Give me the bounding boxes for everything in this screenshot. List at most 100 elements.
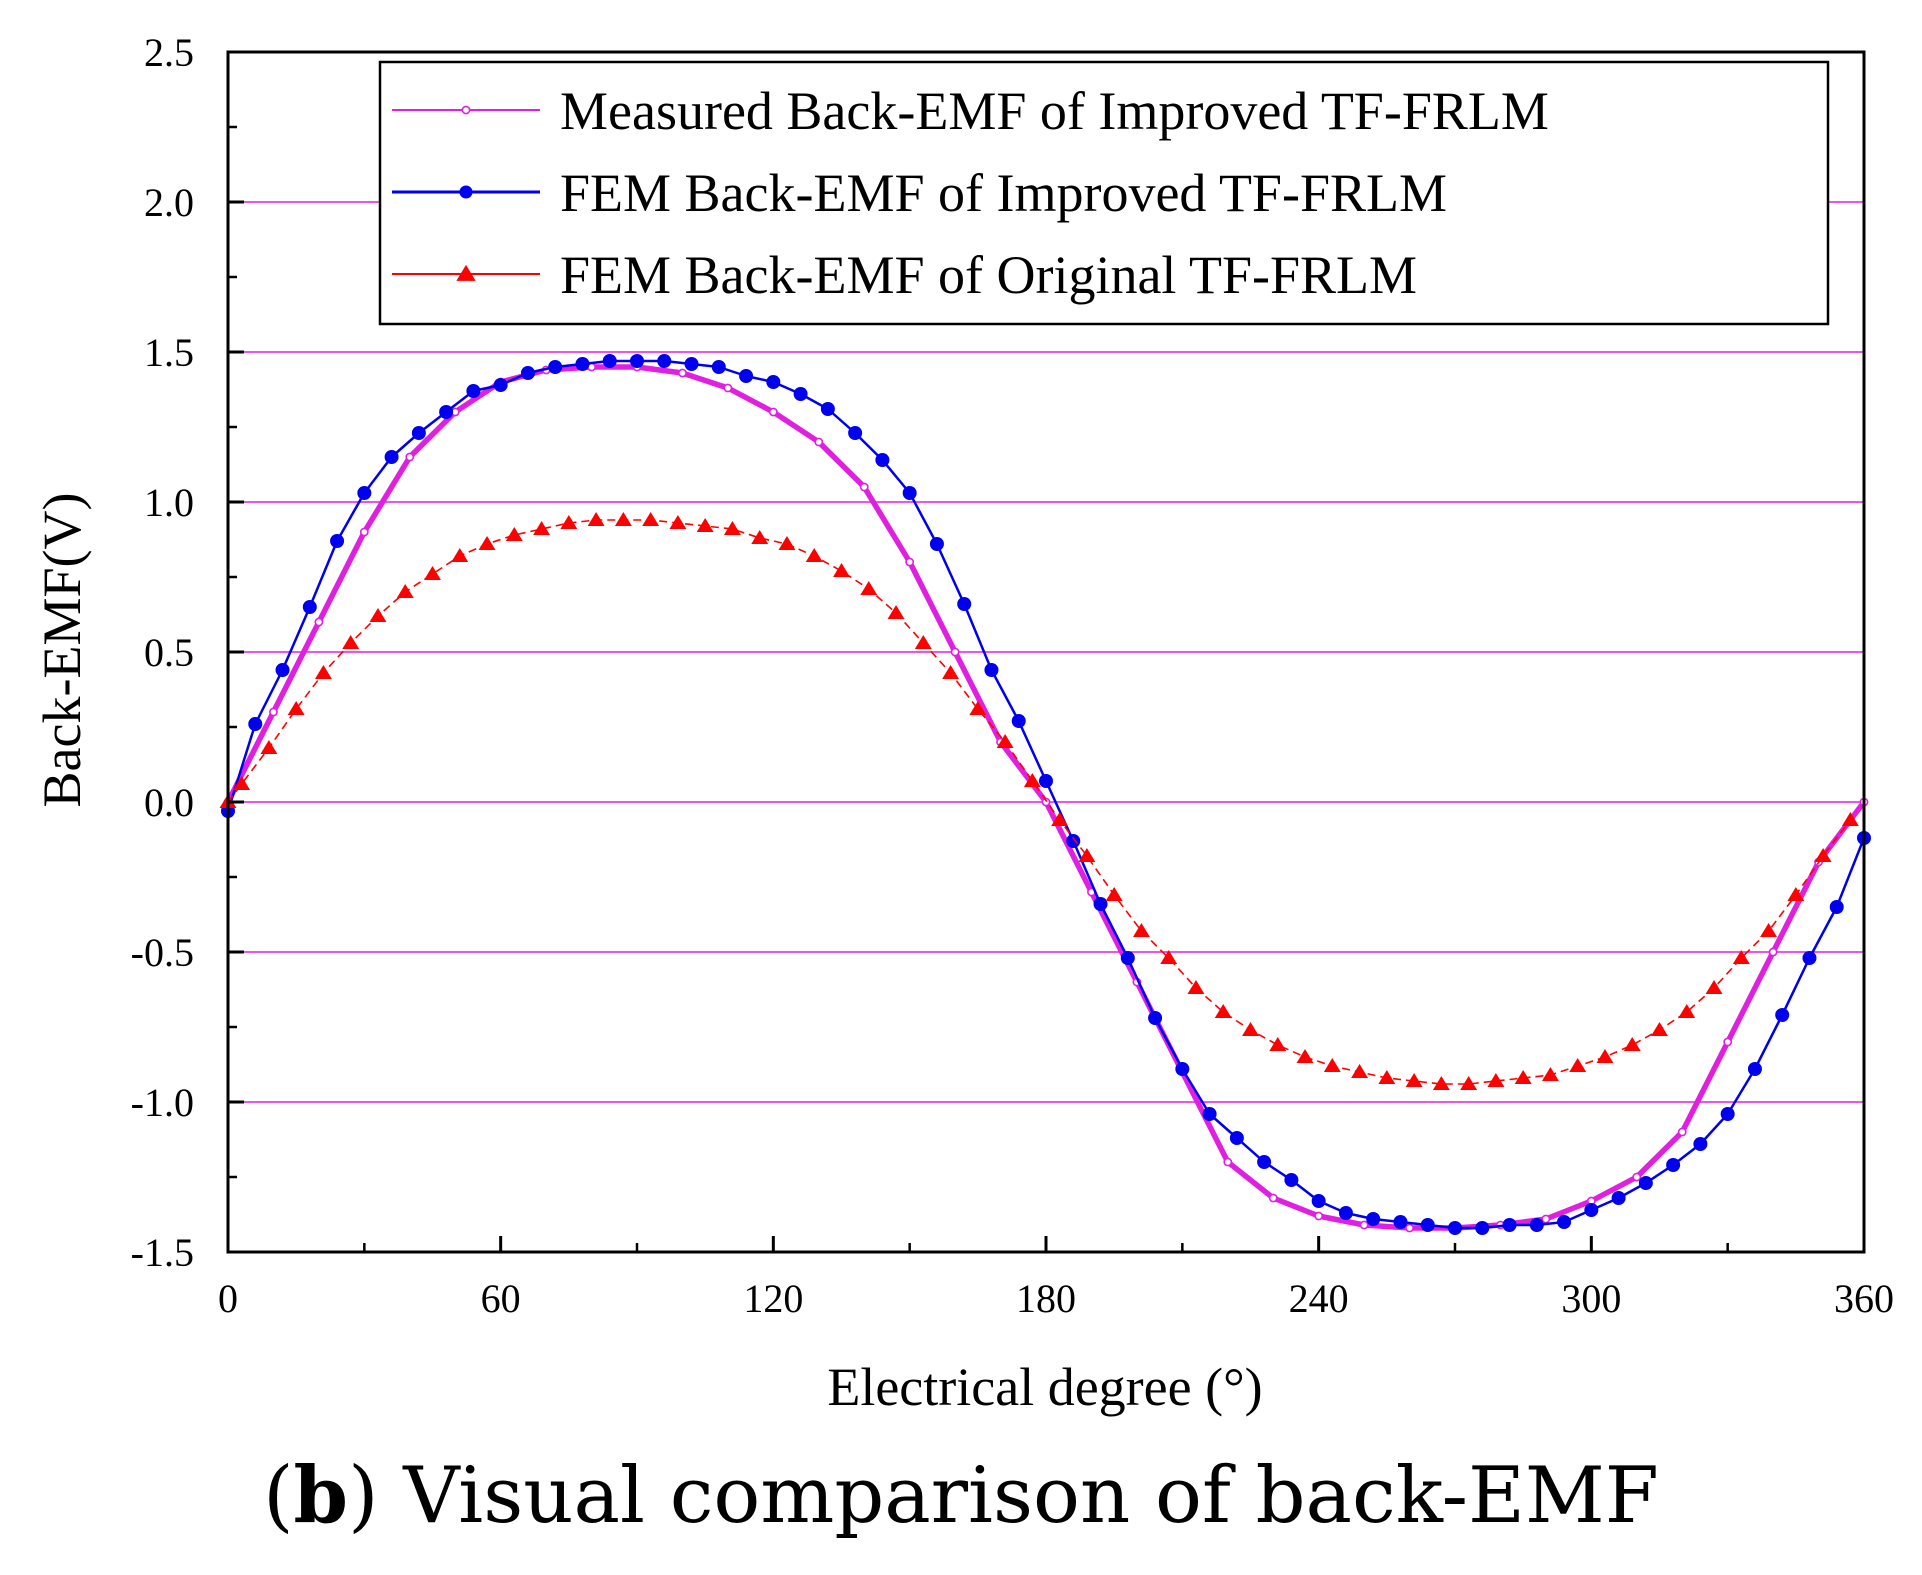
data-point-measured-improved	[905, 557, 915, 567]
data-point-fem-improved	[1584, 1203, 1599, 1217]
data-point-fem-original	[642, 512, 660, 526]
data-point-fem-original	[505, 527, 523, 541]
data-point-fem-original	[1623, 1037, 1641, 1051]
data-point-fem-improved	[1393, 1215, 1408, 1229]
legend-label-fem-improved: FEM Back-EMF of Improved TF-FRLM	[560, 163, 1447, 223]
data-point-measured-improved	[950, 647, 960, 657]
data-point-fem-improved	[957, 597, 972, 611]
data-point-measured-improved	[1405, 1223, 1414, 1233]
data-point-fem-improved	[875, 453, 890, 467]
data-point-fem-improved	[357, 486, 372, 500]
caption-text: Visual comparison of back-EMF	[403, 1451, 1659, 1541]
data-point-measured-improved	[723, 383, 733, 393]
y-tick-label: 2.5	[144, 30, 194, 75]
data-point-fem-improved	[493, 378, 508, 392]
data-point-fem-original	[996, 734, 1014, 748]
x-tick-label: 180	[1016, 1276, 1076, 1321]
data-point-fem-improved	[1475, 1221, 1490, 1235]
data-point-measured-improved	[1041, 797, 1051, 807]
data-point-fem-improved	[1284, 1173, 1299, 1187]
data-point-fem-improved	[1802, 951, 1817, 965]
data-point-fem-original	[396, 584, 414, 598]
y-tick-label: -1.5	[131, 1230, 194, 1275]
data-point-fem-improved	[1557, 1215, 1572, 1229]
data-point-fem-improved	[1775, 1008, 1790, 1022]
data-point-fem-improved	[1638, 1176, 1653, 1190]
x-tick-label: 0	[218, 1276, 238, 1321]
data-point-fem-original	[1378, 1070, 1396, 1084]
data-point-fem-original	[1405, 1073, 1423, 1087]
data-point-fem-original	[1269, 1037, 1287, 1051]
data-point-fem-improved	[902, 486, 917, 500]
data-point-fem-improved	[1175, 1062, 1190, 1076]
legend-box	[378, 60, 1830, 326]
data-point-measured-improved	[1541, 1214, 1551, 1224]
data-point-fem-original	[942, 665, 960, 679]
data-point-fem-improved	[1829, 900, 1844, 914]
y-tick-label: -1.0	[131, 1080, 194, 1125]
data-point-fem-improved	[411, 426, 426, 440]
data-point-fem-original	[1214, 1004, 1232, 1018]
data-point-fem-improved	[1039, 774, 1053, 788]
legend-marker-fem-improved	[459, 185, 473, 199]
series-line-fem-improved	[226, 359, 1866, 1230]
data-point-fem-original	[1187, 980, 1205, 994]
y-tick-label: 1.5	[144, 330, 194, 375]
data-point-fem-original	[233, 776, 251, 790]
data-point-measured-improved	[768, 407, 778, 417]
data-point-measured-improved	[678, 368, 687, 378]
x-tick-label: 60	[481, 1276, 521, 1321]
data-point-fem-original	[1105, 887, 1123, 901]
data-point-fem-improved	[1420, 1218, 1435, 1232]
data-point-fem-improved	[1202, 1107, 1217, 1121]
data-point-measured-improved	[1723, 1037, 1733, 1047]
grid-lines	[228, 201, 1864, 1103]
y-tick-label: 2.0	[144, 180, 194, 225]
data-point-fem-improved	[1257, 1155, 1272, 1169]
data-point-fem-original	[1514, 1070, 1532, 1084]
data-point-fem-improved	[766, 375, 781, 389]
data-point-fem-original	[1132, 923, 1150, 937]
data-point-fem-improved	[1366, 1212, 1381, 1226]
data-point-fem-original	[287, 701, 305, 715]
data-point-fem-original	[1051, 812, 1069, 826]
data-point-fem-improved	[929, 537, 944, 551]
data-point-fem-improved	[330, 534, 345, 548]
data-point-fem-improved	[630, 354, 644, 368]
data-point-fem-original	[587, 512, 605, 526]
data-point-fem-improved	[1093, 897, 1108, 911]
data-point-measured-improved	[314, 617, 324, 627]
data-point-fem-improved	[548, 360, 563, 374]
data-point-fem-original	[914, 635, 932, 649]
y-tick-label: -0.5	[131, 930, 194, 975]
legend-marker-fem-original	[456, 264, 476, 281]
data-point-measured-improved	[859, 482, 869, 492]
data-point-fem-improved	[1229, 1131, 1244, 1145]
legend-label-measured-improved: Measured Back-EMF of Improved TF-FRLM	[560, 81, 1549, 141]
x-tick-label: 360	[1834, 1276, 1894, 1321]
data-point-fem-original	[1351, 1064, 1369, 1078]
series-line-measured-improved	[225, 364, 1867, 1231]
data-point-fem-improved	[384, 450, 399, 464]
data-point-fem-original	[1487, 1073, 1505, 1087]
data-point-fem-original	[1760, 923, 1778, 937]
data-point-measured-improved	[1314, 1211, 1324, 1221]
data-point-measured-improved	[1223, 1157, 1233, 1167]
data-point-fem-original	[1841, 812, 1859, 826]
data-point-fem-improved	[1311, 1194, 1326, 1208]
data-point-fem-improved	[1120, 951, 1135, 965]
x-tick-label: 120	[743, 1276, 803, 1321]
data-point-fem-original	[260, 740, 278, 754]
data-point-fem-improved	[711, 360, 726, 374]
data-point-fem-original	[1787, 887, 1805, 901]
caption-letter: b	[293, 1450, 349, 1541]
data-point-fem-improved	[439, 405, 454, 419]
data-point-fem-improved	[684, 357, 699, 371]
data-point-fem-improved	[248, 717, 263, 731]
data-point-fem-improved	[520, 366, 535, 380]
data-point-fem-improved	[1148, 1011, 1163, 1025]
data-point-fem-improved	[1611, 1191, 1626, 1205]
data-point-fem-improved	[1448, 1221, 1462, 1235]
data-point-fem-improved	[1693, 1137, 1708, 1151]
data-point-fem-improved	[739, 369, 754, 383]
